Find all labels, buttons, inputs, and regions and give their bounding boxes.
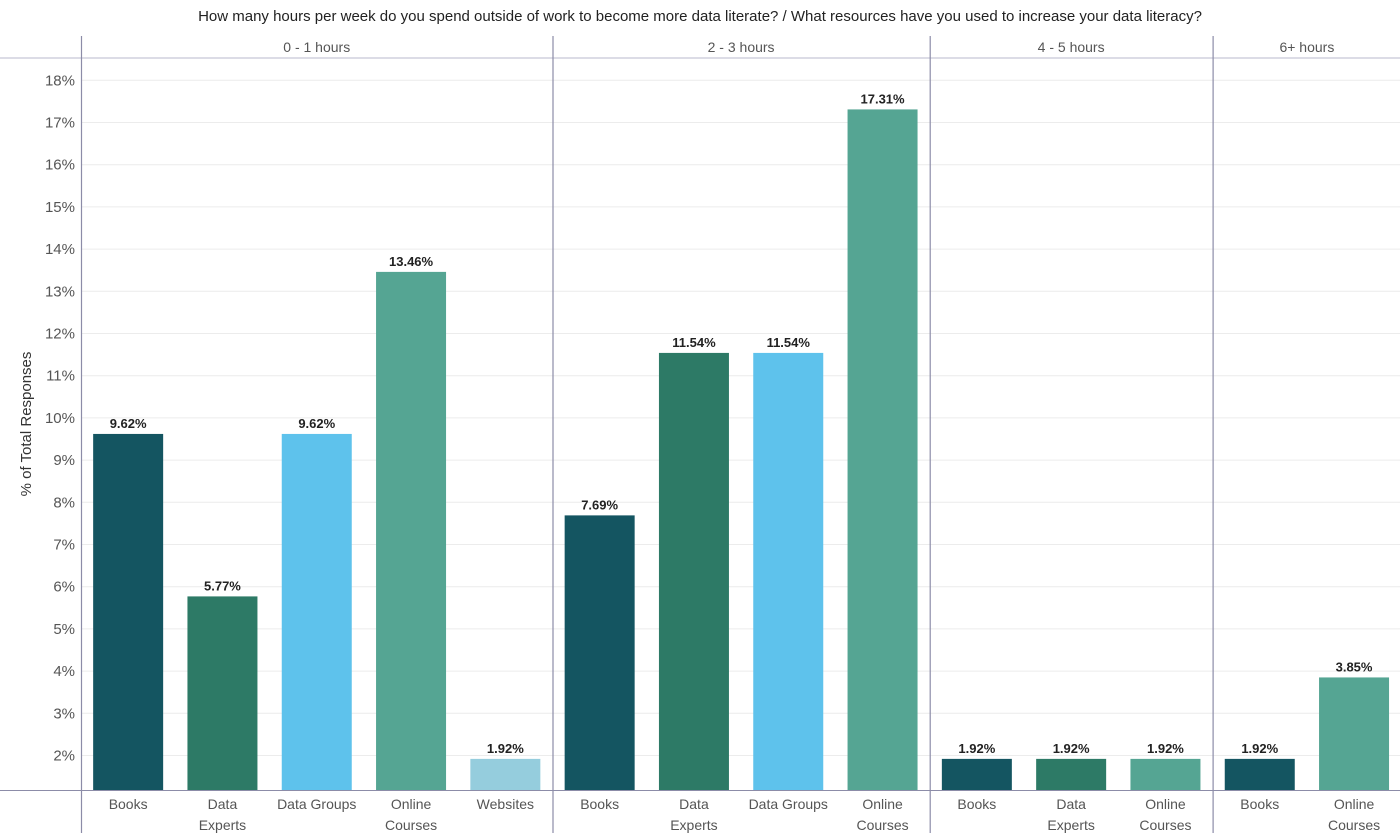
y-tick-label: 6% bbox=[53, 579, 75, 596]
gridlines bbox=[81, 79, 1400, 756]
labels: 2% 3% 4% 5% 6% 7% 8% 9% 10% 11% 12% 13% 14% 15% 16% 17%… bbox=[18, 39, 1380, 833]
x-tick-label: Online bbox=[862, 796, 903, 812]
bar bbox=[753, 352, 824, 790]
y-tick-label: 17% bbox=[45, 115, 75, 132]
bar bbox=[658, 352, 729, 790]
x-tick-label: Data Groups bbox=[749, 796, 828, 812]
x-tick-label: Courses bbox=[1139, 817, 1191, 833]
y-tick-label: 2% bbox=[53, 748, 75, 765]
y-tick-label: 9% bbox=[53, 452, 75, 469]
bar bbox=[847, 109, 918, 791]
y-tick-label: 5% bbox=[53, 621, 75, 638]
data-label: 1.92% bbox=[958, 741, 995, 756]
x-tick-label: Websites bbox=[477, 796, 534, 812]
x-tick-label: Books bbox=[1240, 796, 1279, 812]
y-tick-label: 14% bbox=[45, 241, 75, 258]
panel-header: 0 - 1 hours bbox=[283, 39, 350, 55]
x-tick-label: Courses bbox=[385, 817, 437, 833]
y-tick-label: 3% bbox=[53, 705, 75, 722]
x-tick-label: Experts bbox=[670, 817, 717, 833]
panel-frame bbox=[0, 36, 1400, 833]
data-label: 7.69% bbox=[581, 497, 618, 512]
y-tick-label: 13% bbox=[45, 283, 75, 300]
data-label: 1.92% bbox=[1147, 741, 1184, 756]
x-tick-label: Online bbox=[391, 796, 432, 812]
bar bbox=[281, 433, 352, 790]
data-label: 11.54% bbox=[767, 335, 811, 350]
x-tick-label: Experts bbox=[199, 817, 246, 833]
data-label: 1.92% bbox=[1241, 741, 1278, 756]
x-tick-label: Data Groups bbox=[277, 796, 356, 812]
bar bbox=[187, 596, 258, 790]
x-tick-label: Online bbox=[1334, 796, 1375, 812]
bar bbox=[1036, 758, 1107, 790]
x-tick-label: Data bbox=[208, 796, 238, 812]
x-tick-label: Courses bbox=[856, 817, 908, 833]
chart-title: How many hours per week do you spend out… bbox=[198, 8, 1202, 25]
y-tick-label: 8% bbox=[53, 494, 75, 511]
y-tick-label: 11% bbox=[46, 368, 75, 385]
y-tick-label: 4% bbox=[53, 663, 75, 680]
y-tick-label: 16% bbox=[45, 157, 75, 174]
bar bbox=[470, 758, 541, 790]
y-axis-title: % of Total Responses bbox=[18, 352, 35, 497]
data-label: 9.62% bbox=[298, 416, 335, 431]
y-tick-label: 10% bbox=[45, 410, 75, 427]
bar bbox=[376, 271, 447, 790]
data-label: 11.54% bbox=[672, 335, 716, 350]
y-tick-label: 12% bbox=[45, 326, 75, 343]
x-tick-label: Books bbox=[109, 796, 148, 812]
y-tick-label: 15% bbox=[45, 199, 75, 216]
bar bbox=[1224, 758, 1295, 790]
panel-header: 4 - 5 hours bbox=[1038, 39, 1105, 55]
y-tick-label: 7% bbox=[53, 537, 75, 554]
data-label: 13.46% bbox=[389, 254, 434, 269]
data-label: 1.92% bbox=[1053, 741, 1090, 756]
bars bbox=[93, 109, 1390, 791]
x-tick-label: Books bbox=[580, 796, 619, 812]
x-tick-label: Data bbox=[1056, 796, 1086, 812]
data-label: 1.92% bbox=[487, 741, 524, 756]
data-label: 9.62% bbox=[110, 416, 147, 431]
bar bbox=[1319, 677, 1390, 790]
bar bbox=[1130, 758, 1201, 790]
panel-header: 2 - 3 hours bbox=[708, 39, 775, 55]
data-label: 3.85% bbox=[1336, 659, 1373, 674]
panel-header: 6+ hours bbox=[1279, 39, 1334, 55]
bar bbox=[93, 433, 164, 790]
y-tick-label: 18% bbox=[45, 72, 75, 89]
data-label: 17.31% bbox=[861, 91, 906, 106]
bar bbox=[564, 515, 635, 790]
x-tick-label: Data bbox=[679, 796, 709, 812]
x-tick-label: Courses bbox=[1328, 817, 1380, 833]
data-label: 5.77% bbox=[204, 578, 241, 593]
bar bbox=[941, 758, 1012, 790]
x-tick-label: Books bbox=[957, 796, 996, 812]
x-tick-label: Experts bbox=[1047, 817, 1094, 833]
x-tick-label: Online bbox=[1145, 796, 1186, 812]
